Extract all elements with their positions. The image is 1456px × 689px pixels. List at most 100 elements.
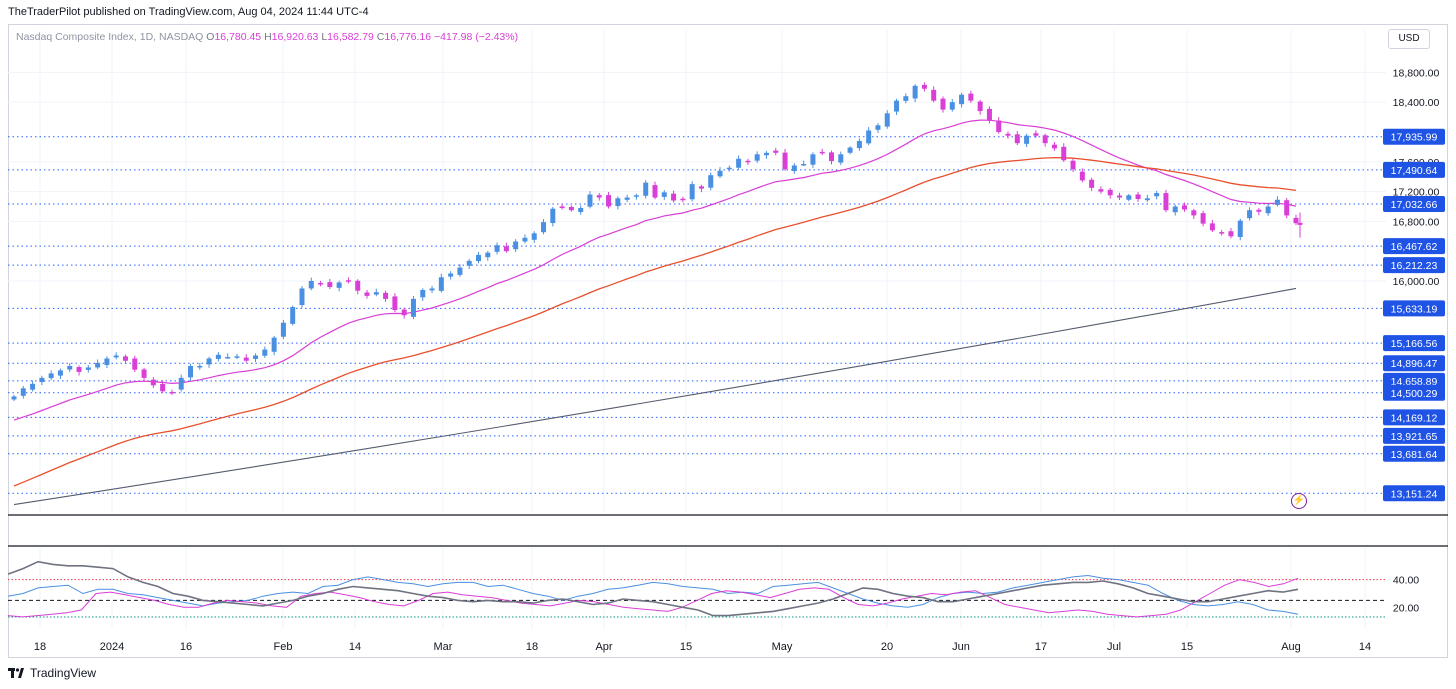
candle-body bbox=[726, 167, 732, 170]
lightning-icon[interactable]: ⚡ bbox=[1291, 493, 1307, 509]
candle-body bbox=[671, 193, 677, 201]
time-tick-label: Jul bbox=[1107, 641, 1121, 653]
candle-body bbox=[271, 337, 277, 352]
candle-body bbox=[791, 165, 797, 172]
candle-body bbox=[327, 282, 333, 287]
candle-body bbox=[39, 377, 45, 383]
price-level-label: 14,169.12 bbox=[1391, 412, 1438, 424]
time-tick-label: 15 bbox=[680, 641, 692, 653]
time-tick-label: 20 bbox=[881, 641, 893, 653]
price-level-label: 17,490.64 bbox=[1391, 165, 1438, 177]
low-label: L bbox=[321, 31, 328, 43]
price-level-label: 17,935.99 bbox=[1391, 132, 1438, 144]
candle-body bbox=[847, 147, 853, 153]
candle-body bbox=[829, 152, 835, 162]
price-tick-label: 16,800.00 bbox=[1393, 216, 1440, 228]
pane-separators bbox=[8, 514, 1448, 547]
open-label: O bbox=[206, 31, 215, 43]
candle-body bbox=[810, 154, 816, 165]
oscillator-series-line bbox=[7, 577, 1299, 618]
time-tick-label: Mar bbox=[434, 641, 453, 653]
candle-body bbox=[698, 186, 704, 189]
price-level-label: 16,467.62 bbox=[1391, 241, 1438, 253]
candle-body bbox=[1200, 213, 1206, 224]
candle-body bbox=[522, 237, 528, 242]
candle-body bbox=[559, 206, 565, 208]
time-tick-label: May bbox=[772, 641, 793, 653]
candle-body bbox=[95, 362, 101, 368]
time-tick-label: Apr bbox=[595, 641, 612, 653]
time-tick-label: Jun bbox=[952, 641, 970, 653]
candle-body bbox=[253, 355, 259, 359]
price-level-tag bbox=[1383, 196, 1445, 213]
candle-body bbox=[986, 108, 992, 121]
candle-body bbox=[1228, 231, 1234, 237]
time-tick-label: Aug bbox=[1281, 641, 1301, 653]
candle-body bbox=[392, 296, 398, 311]
candle-body bbox=[188, 365, 194, 378]
price-level-tag bbox=[1383, 257, 1445, 274]
high-label: H bbox=[264, 31, 272, 43]
candle-body bbox=[708, 175, 714, 188]
candle-body bbox=[531, 233, 537, 240]
candle-body bbox=[1237, 220, 1243, 237]
candle-body bbox=[132, 358, 138, 370]
candle-body bbox=[169, 391, 175, 394]
candle-body bbox=[1079, 171, 1085, 181]
price-level-label: 14,896.47 bbox=[1391, 358, 1438, 370]
candles bbox=[11, 82, 1303, 401]
candle-body bbox=[894, 100, 900, 112]
candle-body bbox=[225, 357, 231, 359]
price-level-tag bbox=[1383, 445, 1445, 462]
price-level-label: 13,151.24 bbox=[1391, 488, 1438, 500]
price-tick-label: 18,400.00 bbox=[1393, 97, 1440, 109]
oscillator-series-line bbox=[7, 560, 1299, 617]
price-level-tag bbox=[1383, 384, 1445, 401]
price-level-lines bbox=[8, 136, 1386, 494]
price-axis: 18,800.0018,400.0017,600.0017,200.0016,8… bbox=[1383, 67, 1445, 502]
candle-body bbox=[1163, 193, 1169, 211]
candle-body bbox=[48, 373, 54, 379]
candle-body bbox=[280, 322, 286, 337]
price-level-tag bbox=[1383, 238, 1445, 255]
candle-body bbox=[420, 289, 426, 298]
candle-body bbox=[615, 198, 621, 207]
candle-body bbox=[475, 254, 481, 262]
candle-body bbox=[1284, 200, 1290, 216]
time-tick-label: Feb bbox=[274, 641, 293, 653]
candle-body bbox=[290, 307, 296, 324]
footer-brand[interactable]: TradingView bbox=[8, 666, 96, 680]
candle-body bbox=[541, 222, 547, 233]
price-level-tag bbox=[1383, 485, 1445, 502]
currency-button[interactable]: USD bbox=[1388, 29, 1430, 49]
footer-brand-text: TradingView bbox=[30, 666, 97, 680]
candle-body bbox=[875, 125, 881, 130]
candle-body bbox=[299, 288, 305, 306]
price-level-label: 13,681.64 bbox=[1391, 449, 1438, 461]
candle-body bbox=[996, 120, 1002, 132]
candle-body bbox=[243, 357, 249, 361]
candle-body bbox=[1209, 223, 1215, 231]
candle-body bbox=[113, 355, 119, 358]
candle-body bbox=[633, 195, 639, 197]
candle-body bbox=[680, 198, 686, 201]
candle-body bbox=[940, 98, 946, 110]
ema-mid-line bbox=[13, 156, 1297, 487]
low-value: 16,582.79 bbox=[327, 31, 374, 43]
candle-body bbox=[336, 282, 342, 288]
candle-body bbox=[782, 152, 788, 170]
candle-body bbox=[345, 280, 351, 282]
candle-body bbox=[921, 84, 927, 89]
open-value: 16,780.45 bbox=[214, 31, 262, 43]
candle-body bbox=[383, 292, 389, 299]
candle-body bbox=[457, 267, 463, 275]
candle-body bbox=[262, 349, 268, 356]
candle-body bbox=[410, 298, 416, 317]
candle-body bbox=[754, 154, 760, 161]
candle-body bbox=[1297, 222, 1303, 225]
price-level-label: 17,032.66 bbox=[1391, 199, 1438, 211]
candle-body bbox=[884, 113, 890, 127]
candle-body bbox=[197, 365, 203, 368]
candle-body bbox=[1135, 194, 1141, 200]
